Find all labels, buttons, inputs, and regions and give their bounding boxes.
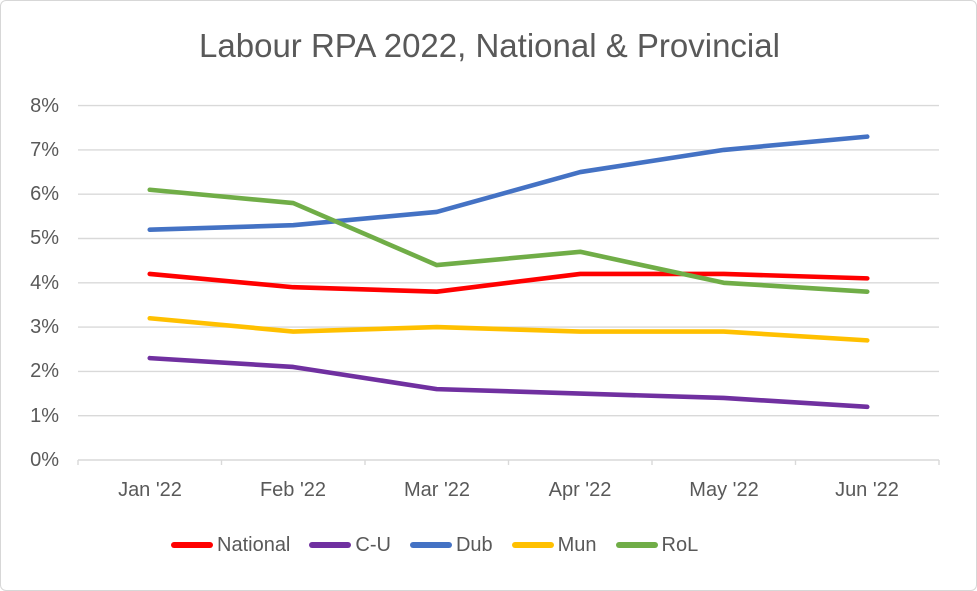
- legend-label-national: National: [217, 533, 291, 556]
- x-axis-label-mar: Mar '22: [403, 479, 471, 501]
- series-line-dub: [147, 134, 870, 232]
- legend-label-dub: Dub: [455, 533, 493, 556]
- legend-item-mun: Mun: [511, 533, 597, 557]
- x-axis-label-may: May '22: [689, 479, 759, 501]
- legend-label-rol: RoL: [661, 533, 699, 556]
- series-line-c-u: [147, 355, 870, 410]
- y-axis-label-6: 6%: [30, 183, 59, 205]
- x-axis-label-feb: Feb '22: [259, 479, 327, 501]
- legend-marker-dub: [409, 542, 452, 548]
- series-line-national: [147, 271, 870, 294]
- legend-label-mun: Mun: [557, 533, 597, 556]
- legend-marker-c-u: [309, 542, 352, 548]
- x-axis-label-jun: Jun '22: [835, 479, 899, 501]
- series-line-mun: [147, 315, 870, 343]
- y-axis-label-2: 2%: [30, 360, 59, 382]
- y-axis-label-4: 4%: [30, 272, 59, 294]
- legend-item-dub: Dub: [409, 533, 493, 557]
- series-line-rol: [147, 187, 870, 294]
- legend-item-rol: RoL: [615, 533, 699, 557]
- legend-marker-mun: [511, 542, 554, 548]
- y-axis-label-0: 0%: [30, 449, 59, 471]
- y-axis-label-3: 3%: [30, 316, 59, 338]
- chart-title: Labour RPA 2022, National & Provincial: [199, 27, 780, 64]
- legend-item-national: National: [171, 534, 290, 557]
- x-axis-label-jan: Jan '22: [118, 479, 182, 501]
- legend-marker-national: [171, 542, 213, 548]
- x-axis-label-apr: Apr '22: [548, 479, 612, 501]
- y-axis-label-5: 5%: [30, 227, 59, 249]
- legend-item-c-u: C-U: [309, 534, 391, 557]
- y-axis-label-8: 8%: [30, 95, 59, 117]
- legend-marker-rol: [615, 542, 658, 548]
- legend-label-c-u: C-U: [355, 533, 391, 556]
- chart-legend: National C-U Dub Mun RoL: [171, 532, 698, 558]
- y-axis-label-7: 7%: [30, 139, 59, 161]
- y-axis-label-1: 1%: [30, 405, 59, 427]
